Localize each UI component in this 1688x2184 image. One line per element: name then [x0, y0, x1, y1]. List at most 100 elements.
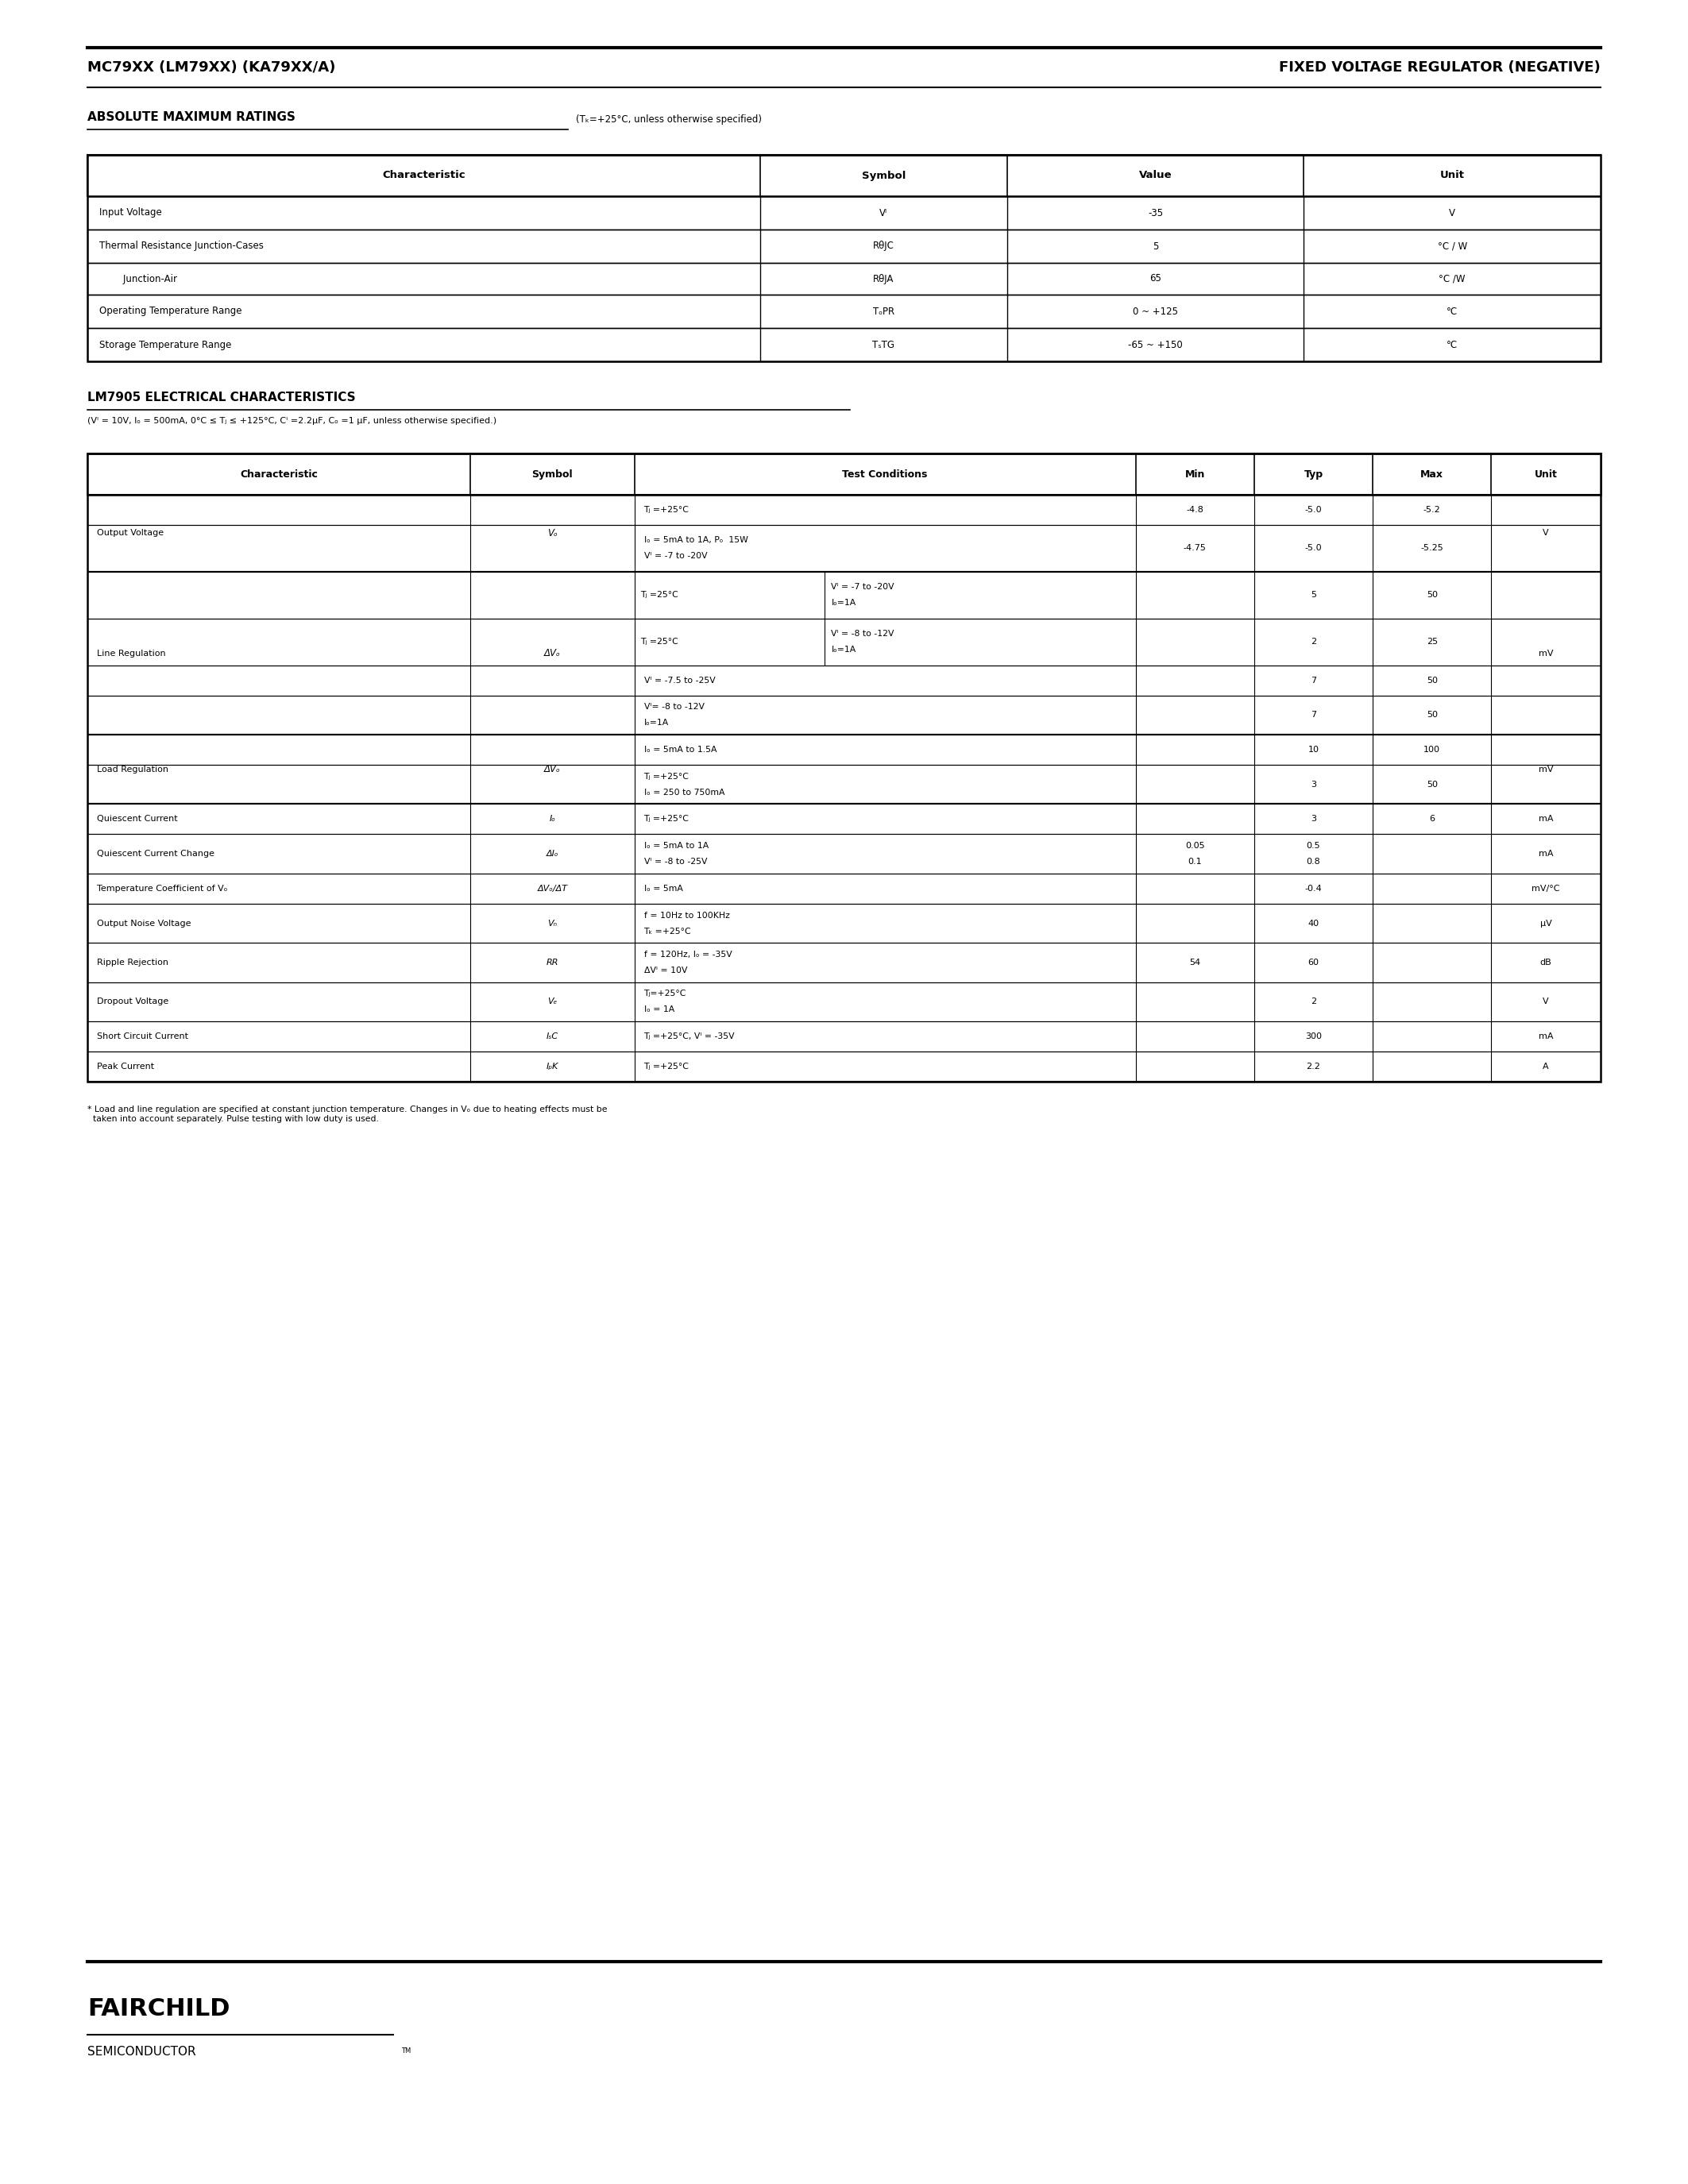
- FancyBboxPatch shape: [88, 454, 1600, 1081]
- Text: mV/°C: mV/°C: [1531, 885, 1560, 893]
- Text: LM7905 ELECTRICAL CHARACTERISTICS: LM7905 ELECTRICAL CHARACTERISTICS: [88, 391, 356, 404]
- Text: Vᴵ = -7 to -20V: Vᴵ = -7 to -20V: [830, 583, 895, 592]
- Text: MC79XX (LM79XX) (KA79XX/A): MC79XX (LM79XX) (KA79XX/A): [88, 61, 336, 74]
- Text: 0.1: 0.1: [1188, 858, 1202, 865]
- Text: -35: -35: [1148, 207, 1163, 218]
- FancyBboxPatch shape: [88, 155, 1600, 360]
- Text: Output Voltage: Output Voltage: [96, 529, 164, 537]
- Text: 60: 60: [1308, 959, 1318, 968]
- Text: Vᴵ = -7 to -20V: Vᴵ = -7 to -20V: [643, 553, 707, 561]
- Text: -65 ~ +150: -65 ~ +150: [1128, 339, 1183, 349]
- Text: 7: 7: [1310, 677, 1317, 684]
- Text: Tⱼ =25°C: Tⱼ =25°C: [641, 638, 679, 646]
- Text: 5: 5: [1310, 592, 1317, 598]
- Text: Characteristic: Characteristic: [240, 470, 317, 478]
- Text: Symbol: Symbol: [861, 170, 905, 181]
- Text: ΔIₒ: ΔIₒ: [547, 850, 559, 858]
- Text: °C: °C: [1447, 339, 1458, 349]
- Text: Iₒ = 5mA to 1A: Iₒ = 5mA to 1A: [643, 843, 709, 850]
- Text: -0.4: -0.4: [1305, 885, 1322, 893]
- Text: Operating Temperature Range: Operating Temperature Range: [100, 306, 241, 317]
- Text: TM: TM: [402, 2046, 410, 2055]
- Text: 50: 50: [1426, 592, 1438, 598]
- Text: Tₖ =+25°C: Tₖ =+25°C: [643, 928, 690, 935]
- Text: RR: RR: [547, 959, 559, 968]
- Text: -4.8: -4.8: [1187, 507, 1204, 513]
- Text: 100: 100: [1423, 745, 1440, 753]
- Text: f = 10Hz to 100KHz: f = 10Hz to 100KHz: [643, 911, 729, 919]
- Text: Symbol: Symbol: [532, 470, 572, 478]
- Text: Min: Min: [1185, 470, 1205, 478]
- Text: Iₒ=1A: Iₒ=1A: [830, 598, 856, 607]
- Text: IₛC: IₛC: [547, 1033, 559, 1040]
- Text: FIXED VOLTAGE REGULATOR (NEGATIVE): FIXED VOLTAGE REGULATOR (NEGATIVE): [1280, 61, 1600, 74]
- Text: Iₒ = 5mA to 1A, Pₒ  15W: Iₒ = 5mA to 1A, Pₒ 15W: [643, 537, 748, 544]
- Text: Quiescent Current Change: Quiescent Current Change: [96, 850, 214, 858]
- Text: V: V: [1543, 998, 1550, 1007]
- Text: ΔVₒ: ΔVₒ: [544, 649, 560, 657]
- Text: Test Conditions: Test Conditions: [842, 470, 928, 478]
- Text: dB: dB: [1539, 959, 1551, 968]
- Text: °C: °C: [1447, 306, 1458, 317]
- Text: 54: 54: [1190, 959, 1200, 968]
- Text: Tⱼ =25°C: Tⱼ =25°C: [641, 592, 679, 598]
- Text: Vᴵ= -8 to -12V: Vᴵ= -8 to -12V: [643, 703, 704, 712]
- Text: Tⱼ =+25°C: Tⱼ =+25°C: [643, 507, 689, 513]
- Text: Input Voltage: Input Voltage: [100, 207, 162, 218]
- Text: Tⱼ=+25°C: Tⱼ=+25°C: [643, 989, 687, 998]
- Text: -5.0: -5.0: [1305, 544, 1322, 553]
- Text: Vᴵ = -7.5 to -25V: Vᴵ = -7.5 to -25V: [643, 677, 716, 684]
- Text: Short Circuit Current: Short Circuit Current: [96, 1033, 189, 1040]
- Text: Storage Temperature Range: Storage Temperature Range: [100, 339, 231, 349]
- Text: 40: 40: [1308, 919, 1318, 928]
- Text: 2: 2: [1310, 998, 1317, 1007]
- Text: 0.5: 0.5: [1307, 843, 1320, 850]
- Text: 3: 3: [1310, 815, 1317, 823]
- Text: 3: 3: [1310, 780, 1317, 788]
- Text: Dropout Voltage: Dropout Voltage: [96, 998, 169, 1007]
- Text: Ripple Rejection: Ripple Rejection: [96, 959, 169, 968]
- Text: Vᴵ: Vᴵ: [879, 207, 888, 218]
- Text: Thermal Resistance Junction-Cases: Thermal Resistance Junction-Cases: [100, 240, 263, 251]
- Text: Junction-Air: Junction-Air: [100, 273, 177, 284]
- Text: RθJC: RθJC: [873, 240, 895, 251]
- Text: Value: Value: [1139, 170, 1171, 181]
- Text: Iₒ: Iₒ: [549, 815, 555, 823]
- Text: -5.0: -5.0: [1305, 507, 1322, 513]
- Text: TₛTG: TₛTG: [873, 339, 895, 349]
- Text: FAIRCHILD: FAIRCHILD: [88, 1998, 230, 2020]
- Text: V: V: [1543, 529, 1550, 537]
- Text: mV: mV: [1538, 764, 1553, 773]
- Text: 5: 5: [1153, 240, 1158, 251]
- Text: Iₒ = 5mA to 1.5A: Iₒ = 5mA to 1.5A: [643, 745, 716, 753]
- Text: Iₒ = 5mA: Iₒ = 5mA: [643, 885, 682, 893]
- Text: Quiescent Current: Quiescent Current: [96, 815, 177, 823]
- Text: 50: 50: [1426, 677, 1438, 684]
- Text: ΔVₒ/ΔT: ΔVₒ/ΔT: [537, 885, 567, 893]
- Text: Vₒ: Vₒ: [547, 529, 557, 539]
- Text: Load Regulation: Load Regulation: [96, 764, 169, 773]
- Text: 50: 50: [1426, 712, 1438, 719]
- Text: Iₒ=1A: Iₒ=1A: [830, 646, 856, 653]
- Text: mA: mA: [1538, 815, 1553, 823]
- Text: Unit: Unit: [1440, 170, 1465, 181]
- Text: Peak Current: Peak Current: [96, 1064, 154, 1070]
- Text: Line Regulation: Line Regulation: [96, 649, 165, 657]
- Text: Output Noise Voltage: Output Noise Voltage: [96, 919, 191, 928]
- Text: RθJA: RθJA: [873, 273, 895, 284]
- Text: ABSOLUTE MAXIMUM RATINGS: ABSOLUTE MAXIMUM RATINGS: [88, 111, 295, 122]
- Text: Vₑ: Vₑ: [547, 998, 557, 1007]
- Text: SEMICONDUCTOR: SEMICONDUCTOR: [88, 2046, 196, 2057]
- Text: ΔVₒ: ΔVₒ: [544, 764, 560, 775]
- Text: Iₒ = 1A: Iₒ = 1A: [643, 1007, 674, 1013]
- Text: Tⱼ =+25°C: Tⱼ =+25°C: [643, 773, 689, 780]
- Text: Vₙ: Vₙ: [547, 919, 557, 928]
- Text: -5.25: -5.25: [1421, 544, 1443, 553]
- Text: f = 120Hz, Iₒ = -35V: f = 120Hz, Iₒ = -35V: [643, 950, 733, 959]
- Text: IₚK: IₚK: [547, 1064, 559, 1070]
- Text: A: A: [1543, 1064, 1550, 1070]
- Text: 0 ~ +125: 0 ~ +125: [1133, 306, 1178, 317]
- Text: Tⱼ =+25°C: Tⱼ =+25°C: [643, 815, 689, 823]
- Text: (Vᴵ = 10V, Iₒ = 500mA, 0°C ≤ Tⱼ ≤ +125°C, Cᴵ =2.2μF, Cₒ =1 μF, unless otherwise : (Vᴵ = 10V, Iₒ = 500mA, 0°C ≤ Tⱼ ≤ +125°C…: [88, 417, 496, 426]
- Text: Vᴵ = -8 to -12V: Vᴵ = -8 to -12V: [830, 629, 895, 638]
